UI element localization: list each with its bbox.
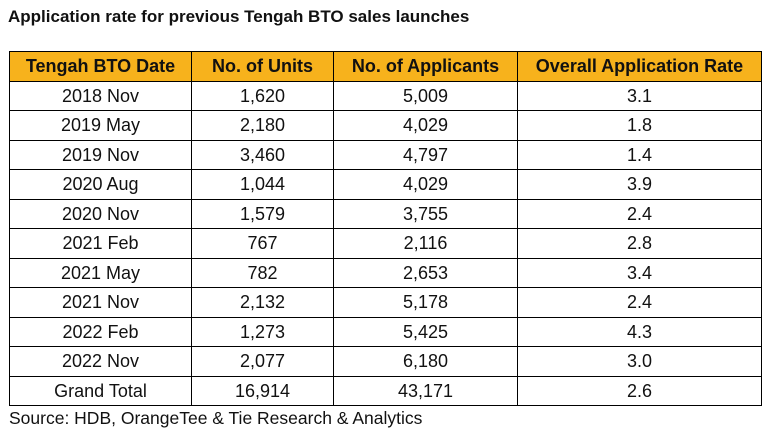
cell-application-rate: 3.0 [517,346,762,377]
cell-date: 2020 Nov [9,198,192,229]
cell-date: 2022 Feb [9,316,192,347]
table-title: Application rate for previous Tengah BTO… [8,7,470,26]
cell-units: 767 [191,228,334,259]
cell-date: 2018 Nov [9,80,192,111]
table-row: 2021 Nov 2,132 5,178 2.4 [9,287,762,318]
cell-date: Grand Total [9,375,192,406]
table-row: 2020 Nov 1,579 3,755 2.4 [9,198,762,229]
cell-date: 2021 Feb [9,228,192,259]
table-row: 2021 Feb 767 2,116 2.8 [9,228,762,259]
table-row: 2022 Nov 2,077 6,180 3.0 [9,346,762,377]
cell-applicants: 5,009 [333,80,518,111]
column-header-units: No. of Units [191,51,334,82]
cell-units: 1,273 [191,316,334,347]
table-row: 2022 Feb 1,273 5,425 4.3 [9,316,762,347]
table-row: 2021 May 782 2,653 3.4 [9,257,762,288]
cell-units: 3,460 [191,139,334,170]
cell-applicants: 5,425 [333,316,518,347]
cell-application-rate: 2.4 [517,287,762,318]
cell-units: 16,914 [191,375,334,406]
header-row: Tengah BTO Date No. of Units No. of Appl… [9,51,762,82]
cell-applicants: 2,653 [333,257,518,288]
cell-units: 1,579 [191,198,334,229]
total-row: Grand Total 16,914 43,171 2.6 [9,375,762,406]
cell-units: 2,180 [191,110,334,141]
cell-units: 2,132 [191,287,334,318]
cell-applicants: 2,116 [333,228,518,259]
table-body: 2018 Nov 1,620 5,009 3.1 2019 May 2,180 4,029 1… [9,80,762,406]
data-table: Tengah BTO Date No. of Units No. of Appl… [9,51,762,406]
cell-application-rate: 1.4 [517,139,762,170]
cell-application-rate: 3.1 [517,80,762,111]
cell-applicants: 4,797 [333,139,518,170]
cell-date: 2022 Nov [9,346,192,377]
source-note: Source: HDB, OrangeTee & Tie Research & … [9,408,423,428]
table-row: 2020 Aug 1,044 4,029 3.9 [9,169,762,200]
table-row: 2019 May 2,180 4,029 1.8 [9,110,762,141]
cell-date: 2019 Nov [9,139,192,170]
cell-application-rate: 4.3 [517,316,762,347]
cell-units: 2,077 [191,346,334,377]
table-row: 2018 Nov 1,620 5,009 3.1 [9,80,762,111]
cell-application-rate: 3.9 [517,169,762,200]
cell-applicants: 6,180 [333,346,518,377]
cell-date: 2021 May [9,257,192,288]
cell-applicants: 4,029 [333,110,518,141]
cell-units: 1,044 [191,169,334,200]
cell-applicants: 3,755 [333,198,518,229]
cell-units: 1,620 [191,80,334,111]
cell-date: 2021 Nov [9,287,192,318]
column-header-applicants: No. of Applicants [333,51,518,82]
cell-units: 782 [191,257,334,288]
cell-application-rate: 3.4 [517,257,762,288]
table-row: 2019 Nov 3,460 4,797 1.4 [9,139,762,170]
cell-date: 2019 May [9,110,192,141]
cell-application-rate: 1.8 [517,110,762,141]
cell-application-rate: 2.8 [517,228,762,259]
cell-application-rate: 2.4 [517,198,762,229]
cell-applicants: 5,178 [333,287,518,318]
column-header-date: Tengah BTO Date [9,51,192,82]
column-header-application-rate: Overall Application Rate [517,51,762,82]
cell-date: 2020 Aug [9,169,192,200]
cell-applicants: 4,029 [333,169,518,200]
cell-application-rate: 2.6 [517,375,762,406]
cell-applicants: 43,171 [333,375,518,406]
